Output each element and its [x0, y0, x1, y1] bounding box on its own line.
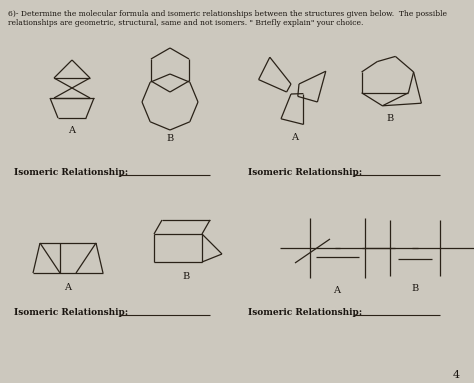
Text: Isomeric Relationship:: Isomeric Relationship: [248, 168, 365, 177]
Text: A: A [334, 286, 340, 295]
Text: B: B [411, 284, 419, 293]
Text: Isomeric Relationship:: Isomeric Relationship: [14, 308, 131, 317]
Text: B: B [182, 272, 190, 281]
Text: A: A [292, 133, 299, 142]
Text: 6)- Determine the molecular formula and isomeric relationships between the struc: 6)- Determine the molecular formula and … [8, 10, 447, 18]
Text: relationships are geometric, structural, same and not isomers. " Briefly explain: relationships are geometric, structural,… [8, 19, 364, 27]
Text: 4: 4 [453, 370, 460, 380]
Text: B: B [166, 134, 173, 143]
Text: B: B [386, 114, 393, 123]
Text: A: A [69, 126, 75, 135]
Text: Isomeric Relationship:: Isomeric Relationship: [14, 168, 131, 177]
Text: A: A [64, 283, 72, 292]
Text: Isomeric Relationship:: Isomeric Relationship: [248, 308, 365, 317]
